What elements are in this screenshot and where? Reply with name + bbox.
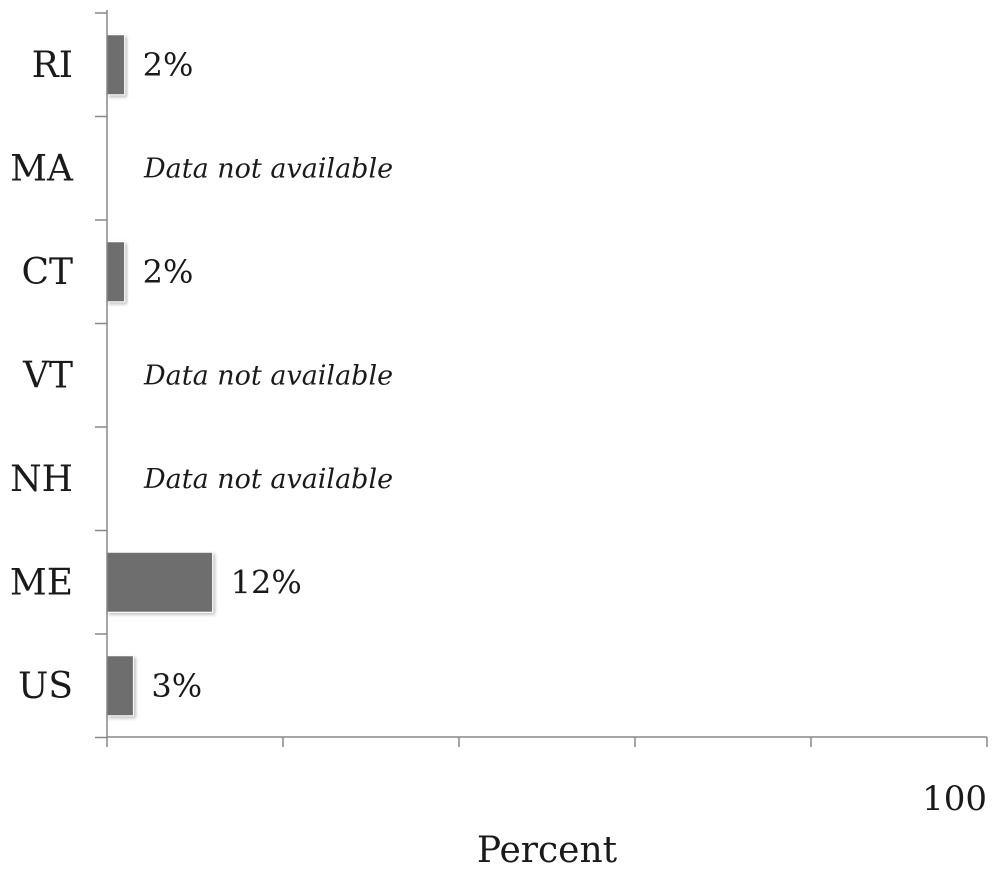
bar xyxy=(106,551,214,613)
category-label: NH xyxy=(10,459,73,500)
bar xyxy=(106,34,126,96)
data-label: 2% xyxy=(143,253,194,291)
x-tick-label: 100 xyxy=(922,779,987,819)
category-label: VT xyxy=(22,355,73,396)
data-label: 12% xyxy=(231,563,302,601)
bar xyxy=(106,655,134,717)
x-axis-ticks: 100 xyxy=(106,737,988,819)
category-label: CT xyxy=(21,252,73,293)
x-axis-title: Percent xyxy=(477,830,618,871)
bars xyxy=(106,34,214,717)
category-label: RI xyxy=(32,45,73,86)
category-label: US xyxy=(18,666,73,707)
no-data-label: Data not available xyxy=(143,360,393,391)
y-axis-ticks xyxy=(95,12,107,739)
data-label: 2% xyxy=(143,46,194,84)
category-label: ME xyxy=(10,562,73,603)
labels: RI 2% MA Data not available CT 2% VT Data not a… xyxy=(10,45,393,707)
data-label: 3% xyxy=(151,667,202,705)
no-data-label: Data not available xyxy=(143,153,393,184)
category-label: MA xyxy=(10,148,74,189)
bar xyxy=(106,241,126,303)
no-data-label: Data not available xyxy=(143,464,393,495)
